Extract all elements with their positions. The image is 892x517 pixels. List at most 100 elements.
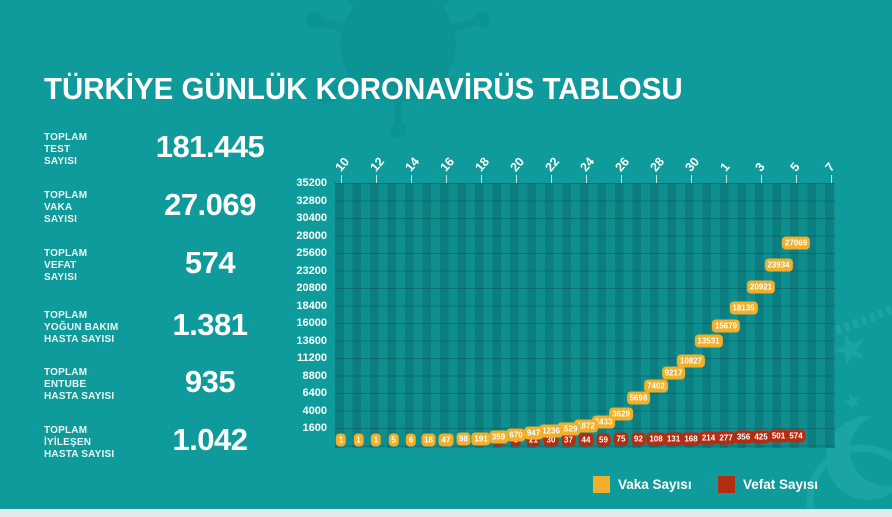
case-data-point: 5 <box>388 433 399 447</box>
y-axis-tick-label: 25600 <box>296 247 327 259</box>
y-axis-tick-label: 28000 <box>296 229 327 242</box>
y-axis-tick-label: 32800 <box>296 194 327 207</box>
case-data-point: 1 <box>370 433 382 447</box>
footer-strip <box>0 509 892 517</box>
stat-row: TOPLAM VEFAT SAYISI 574 <box>44 245 280 284</box>
death-data-point: 75 <box>613 432 629 446</box>
death-data-point: 214 <box>698 431 719 445</box>
case-data-point: 947 <box>523 426 544 440</box>
plot-area <box>335 183 835 448</box>
x-axis-tick-mark <box>691 175 692 183</box>
legend-swatch <box>593 476 610 493</box>
death-data-point: 168 <box>681 432 701 446</box>
x-axis-tick-label: 20 <box>507 154 528 175</box>
y-axis-tick-label: 4000 <box>302 404 327 417</box>
x-axis-tick-mark <box>621 175 622 183</box>
stat-label: TOPLAM YOĞUN BAKIM HASTA SAYISI <box>44 310 119 345</box>
x-axis-tick-label: 14 <box>402 154 423 175</box>
stat-label: TOPLAM VAKA SAYISI <box>44 190 88 225</box>
x-axis-tick-mark <box>411 175 412 183</box>
stat-label: TOPLAM İYİLEŞEN HASTA SAYISI <box>44 425 115 460</box>
x-axis-tick-mark <box>796 175 797 183</box>
case-data-point: 18135 <box>729 301 758 315</box>
case-data-point: 1 <box>353 433 364 447</box>
case-data-point: 191 <box>471 432 491 446</box>
x-axis-tick-mark <box>586 175 587 183</box>
stat-value: 1.042 <box>172 422 248 457</box>
y-axis-tick-label: 16000 <box>296 317 327 329</box>
legend-label: Vaka Sayısı <box>618 477 692 492</box>
legend-swatch <box>718 476 735 493</box>
case-data-point: 13531 <box>694 334 723 348</box>
y-axis-tick-label: 30400 <box>296 212 327 224</box>
virus-watermark-icon <box>306 0 490 138</box>
stat-label: TOPLAM VEFAT SAYISI <box>44 248 88 283</box>
x-axis-tick-mark <box>481 175 482 183</box>
x-axis-tick-mark <box>376 175 377 183</box>
death-data-point: 37 <box>561 433 576 447</box>
stat-row: TOPLAM VAKA SAYISI 27.069 <box>44 187 280 226</box>
legend-label: Vefat Sayısı <box>743 477 819 492</box>
y-axis-tick-label: 18400 <box>296 299 327 312</box>
y-axis-tick-label: 11200 <box>297 352 327 364</box>
x-axis-tick-label: 30 <box>682 154 703 175</box>
y-axis-tick-label: 35200 <box>296 177 327 189</box>
x-axis-tick-mark <box>726 175 727 183</box>
x-axis-tick-label: 24 <box>577 154 598 175</box>
case-data-point: 15679 <box>711 319 741 333</box>
case-data-point: 18 <box>421 433 436 447</box>
case-data-point: 23934 <box>764 258 793 272</box>
death-data-point: 44 <box>578 433 594 447</box>
stat-row: TOPLAM YOĞUN BAKIM HASTA SAYISI 1.381 <box>44 307 280 346</box>
x-axis-tick-label: 3 <box>752 160 768 175</box>
x-axis-tick-label: 18 <box>472 154 493 175</box>
death-data-point: 356 <box>733 430 754 444</box>
x-axis-tick-label: 1 <box>717 160 733 175</box>
stat-row: TOPLAM TEST SAYISI 181.445 <box>44 129 280 168</box>
stat-value: 181.445 <box>155 129 265 164</box>
x-axis-tick-mark <box>446 175 447 183</box>
death-data-point: 425 <box>751 430 771 444</box>
y-axis-tick-label: 23200 <box>296 264 327 277</box>
x-axis-tick-label: 28 <box>647 154 668 175</box>
x-axis-tick-mark <box>656 175 657 183</box>
x-axis-tick-label: 5 <box>787 160 803 175</box>
legend-item: Vefat Sayısı <box>718 476 818 493</box>
y-axis-tick-label: 20800 <box>296 282 327 294</box>
x-axis-tick-mark <box>516 175 517 183</box>
case-data-point: 1236 <box>539 424 563 438</box>
x-axis-tick-label: 22 <box>542 154 563 175</box>
death-data-point: 59 <box>596 433 611 447</box>
death-data-point: 92 <box>631 432 646 446</box>
x-axis-tick-mark <box>831 175 832 183</box>
legend-item: Vaka Sayısı <box>593 476 692 493</box>
death-data-point: 501 <box>768 429 789 443</box>
case-data-point: 98 <box>456 432 471 446</box>
case-data-point: 9217 <box>661 366 686 380</box>
death-data-point: 131 <box>663 432 684 446</box>
stat-label: TOPLAM ENTUBE HASTA SAYISI <box>44 367 115 402</box>
case-data-point: 670 <box>506 428 526 442</box>
stat-value: 574 <box>184 245 236 280</box>
y-axis-tick-label: 8800 <box>302 369 327 382</box>
svg-text:★: ★ <box>839 386 866 416</box>
case-data-point: 6 <box>405 433 417 447</box>
death-data-point: 108 <box>646 432 666 446</box>
x-axis-tick-mark <box>341 175 342 183</box>
death-data-point: 574 <box>786 429 806 443</box>
x-axis-tick-label: 12 <box>367 154 388 175</box>
stat-label: TOPLAM TEST SAYISI <box>44 132 88 167</box>
stat-row: TOPLAM ENTUBE HASTA SAYISI 935 <box>44 364 280 403</box>
stat-value: 935 <box>184 364 236 399</box>
x-axis-tick-label: 16 <box>437 154 458 175</box>
case-data-point: 1 <box>335 433 347 447</box>
y-axis-tick-label: 6400 <box>302 387 327 399</box>
case-data-point: 5698 <box>626 391 651 405</box>
case-data-point: 10827 <box>676 354 706 368</box>
stat-value: 27.069 <box>164 187 256 222</box>
case-data-point: 27069 <box>781 236 811 250</box>
page-title: TÜRKİYE GÜNLÜK KORONAVİRÜS TABLOSU <box>44 70 683 106</box>
stat-value: 1.381 <box>172 307 248 342</box>
case-data-point: 20921 <box>746 280 776 294</box>
